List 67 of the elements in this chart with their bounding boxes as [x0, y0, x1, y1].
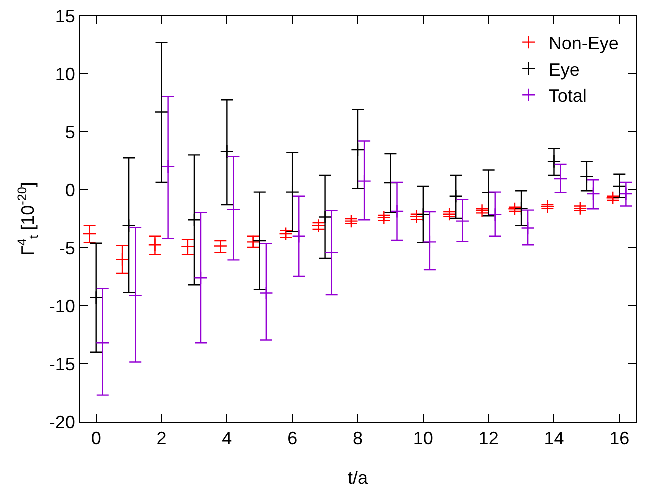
point: [128, 288, 142, 302]
point: [122, 219, 136, 233]
point: [612, 180, 627, 194]
x-tick-label: 16: [610, 428, 630, 449]
point: [423, 235, 437, 250]
point: [286, 185, 300, 200]
point: [574, 202, 588, 216]
legend-label: Eye: [548, 60, 580, 80]
point: [260, 286, 274, 300]
point: [619, 187, 634, 201]
x-axis-title: t/a: [348, 468, 369, 488]
point: [358, 174, 372, 188]
point: [521, 221, 535, 236]
point: [292, 230, 306, 244]
x-tick-label: 12: [478, 428, 499, 449]
point: [508, 202, 522, 216]
point: [188, 213, 202, 228]
x-tick-label: 10: [413, 428, 434, 449]
point: [116, 252, 130, 266]
point: [344, 214, 358, 228]
point: [410, 210, 424, 224]
point: [194, 271, 208, 286]
point: [442, 207, 456, 222]
point: [312, 219, 326, 233]
y-tick-label: -20: [49, 412, 76, 432]
point: [220, 144, 234, 159]
point: [482, 186, 496, 200]
y-tick-label: 5: [65, 122, 76, 142]
point: [514, 202, 528, 216]
y-tick-label: 10: [55, 64, 76, 84]
point: [540, 200, 555, 214]
point: [384, 176, 398, 190]
point: [488, 208, 502, 222]
y-tick-label: 15: [55, 6, 76, 26]
point: [475, 204, 490, 218]
point: [554, 172, 568, 186]
point: [449, 189, 464, 204]
point: [547, 154, 562, 168]
point: [226, 202, 241, 217]
y-tick-label: -15: [49, 354, 76, 374]
point: [456, 214, 470, 228]
y-tick-label: -10: [49, 296, 76, 316]
x-tick-label: 14: [544, 428, 564, 449]
point: [606, 191, 620, 206]
legend-label: Total: [548, 86, 587, 106]
x-tick-label: 4: [222, 428, 232, 449]
x-tick-label: 6: [288, 428, 298, 449]
point: [580, 170, 594, 184]
point: [279, 227, 293, 241]
y-tick-label: -5: [59, 238, 76, 258]
point: [89, 290, 104, 305]
x-tick-label: 0: [91, 428, 102, 449]
point: [416, 208, 430, 222]
point: [318, 210, 332, 224]
legend-label: Non-Eye: [548, 33, 619, 54]
point: [324, 246, 339, 260]
point: [252, 234, 267, 248]
x-tick-label: 8: [352, 428, 364, 449]
point: [161, 160, 176, 174]
point: [586, 187, 600, 201]
point: [351, 143, 365, 157]
point: [377, 210, 392, 225]
point: [96, 336, 110, 350]
point: [154, 105, 169, 120]
point: [390, 204, 404, 218]
x-tick-label: 2: [156, 428, 167, 449]
y-tick-label: 0: [65, 180, 76, 200]
